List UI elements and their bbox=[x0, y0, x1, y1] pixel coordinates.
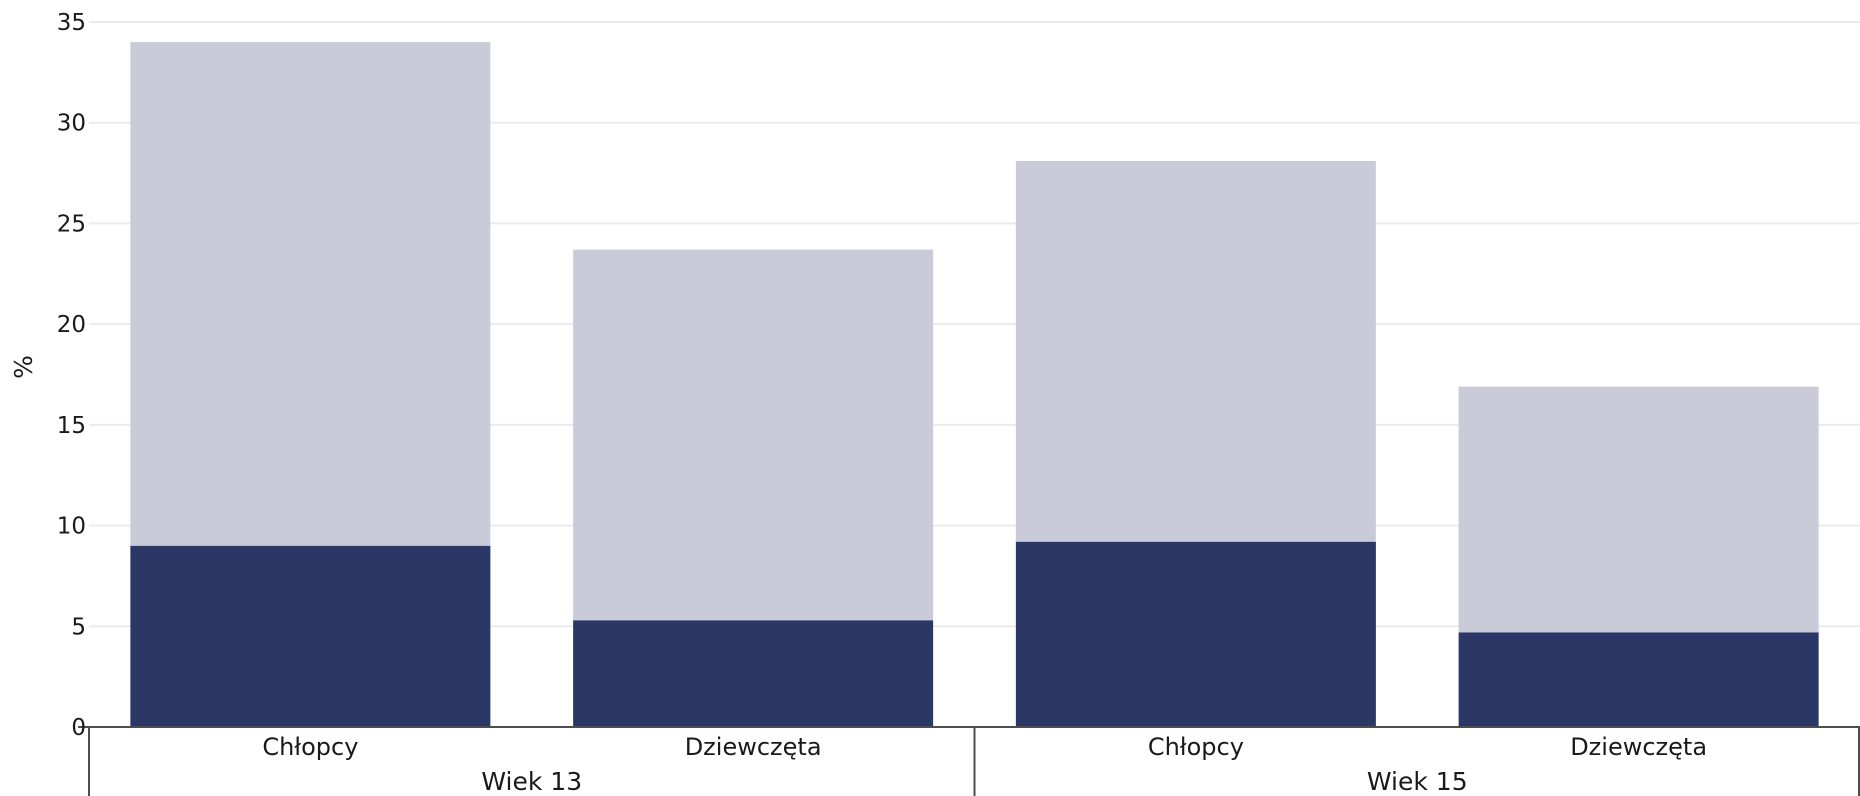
bars bbox=[130, 42, 1819, 727]
category-label: Dziewczęta bbox=[1570, 733, 1707, 761]
group-label: Wiek 15 bbox=[1367, 767, 1468, 796]
y-tick-label: 0 bbox=[71, 715, 86, 741]
bar-segment bbox=[1458, 632, 1819, 727]
bar-segment bbox=[573, 249, 934, 621]
y-tick-label: 10 bbox=[57, 514, 86, 540]
y-tick-label: 35 bbox=[57, 10, 86, 36]
bar-segment bbox=[1015, 541, 1376, 727]
bar-segment bbox=[573, 620, 934, 727]
bar-segment bbox=[1458, 386, 1819, 633]
category-label: Dziewczęta bbox=[685, 733, 822, 761]
axis-labels: 0 5 10 15 20 25 30 35 Chłopcy Dziewczęta Chłopcy Dz… bbox=[57, 10, 1707, 796]
y-tick-label: 5 bbox=[71, 614, 86, 640]
category-label: Chłopcy bbox=[262, 733, 358, 761]
axes bbox=[78, 726, 1860, 796]
y-tick-label: 25 bbox=[57, 211, 86, 237]
bar-segment bbox=[130, 545, 491, 727]
y-tick-label: 15 bbox=[57, 413, 86, 439]
y-tick-label: 20 bbox=[57, 312, 86, 338]
group-label: Wiek 13 bbox=[481, 767, 582, 796]
bar-segment bbox=[130, 42, 491, 546]
y-axis-title: % bbox=[9, 355, 38, 379]
y-tick-label: 30 bbox=[57, 111, 86, 137]
bar-segment bbox=[1015, 160, 1376, 542]
category-label: Chłopcy bbox=[1148, 733, 1244, 761]
